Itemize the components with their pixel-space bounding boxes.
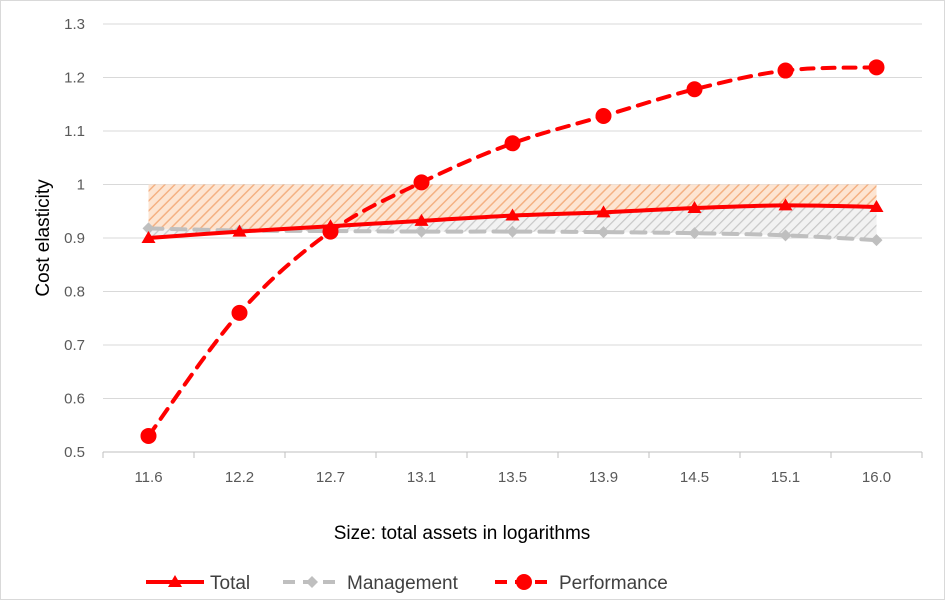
legend-item-performance: Performance [495,573,668,594]
legend-label-total: Total [210,573,250,594]
data-point-performance [686,81,703,98]
x-tick-label: 15.1 [771,469,800,486]
data-point-performance [595,108,612,125]
data-point-total [778,198,793,211]
x-axis-title: Size: total assets in logarithms [334,523,591,544]
x-tick-label: 16.0 [862,469,891,486]
data-point-management [597,226,610,239]
data-point-management [779,229,792,242]
y-tick-label: 1 [77,177,85,194]
data-point-total [232,224,247,237]
data-point-performance [504,135,521,152]
y-tick-label: 0.5 [64,444,85,461]
x-tick-label: 11.6 [134,469,162,486]
x-tick-label: 14.5 [680,469,709,486]
legend-marker-total [168,575,182,587]
data-point-performance [413,174,430,191]
y-tick-label: 0.7 [64,337,85,354]
legend-marker-performance [516,574,532,590]
data-point-management [870,234,883,247]
data-point-management [688,227,701,240]
data-point-performance [777,62,794,79]
y-tick-label: 1.2 [64,70,85,87]
legend-marker-management [306,576,318,588]
data-point-management [506,225,519,238]
y-tick-label: 0.6 [64,391,85,408]
x-tick-label: 12.7 [316,469,345,486]
x-tick-label: 12.2 [225,469,254,486]
data-point-performance [322,223,339,240]
data-point-total [596,205,611,218]
data-point-management [415,225,428,238]
x-tick-label: 13.5 [498,469,527,486]
y-tick-label: 0.9 [64,230,85,247]
x-tick-label: 13.1 [407,469,436,486]
series-line-performance [146,65,879,438]
x-tick-label: 13.9 [589,469,618,486]
legend-item-management: Management [283,573,459,594]
data-point-total [869,199,884,212]
legend-label-management: Management [347,573,459,594]
y-axis-ticks: 0.5 0.6 0.7 0.8 0.9 1 1.1 1.2 1.3 [64,16,85,461]
y-tick-label: 1.1 [64,123,85,140]
series-performance [140,59,885,444]
legend: Total Management Performance [146,573,668,594]
data-point-performance [231,304,248,321]
data-point-total [687,201,702,214]
legend-label-performance: Performance [559,573,668,594]
data-point-total [141,231,156,243]
data-point-total [505,208,520,221]
y-tick-label: 1.3 [64,16,85,33]
data-point-total [414,213,429,226]
data-point-management [142,222,155,235]
gridlines [103,23,922,453]
series-lines [140,59,885,444]
data-point-performance [140,427,157,444]
legend-item-total: Total [146,573,250,594]
data-point-performance [868,59,885,76]
y-tick-label: 0.8 [64,284,85,301]
x-axis-ticks: 11.6 12.2 12.7 13.1 13.5 13.9 14.5 15.1 16.0 [134,469,891,486]
y-axis-title: Cost elasticity [33,179,54,297]
x-axis [102,451,923,458]
